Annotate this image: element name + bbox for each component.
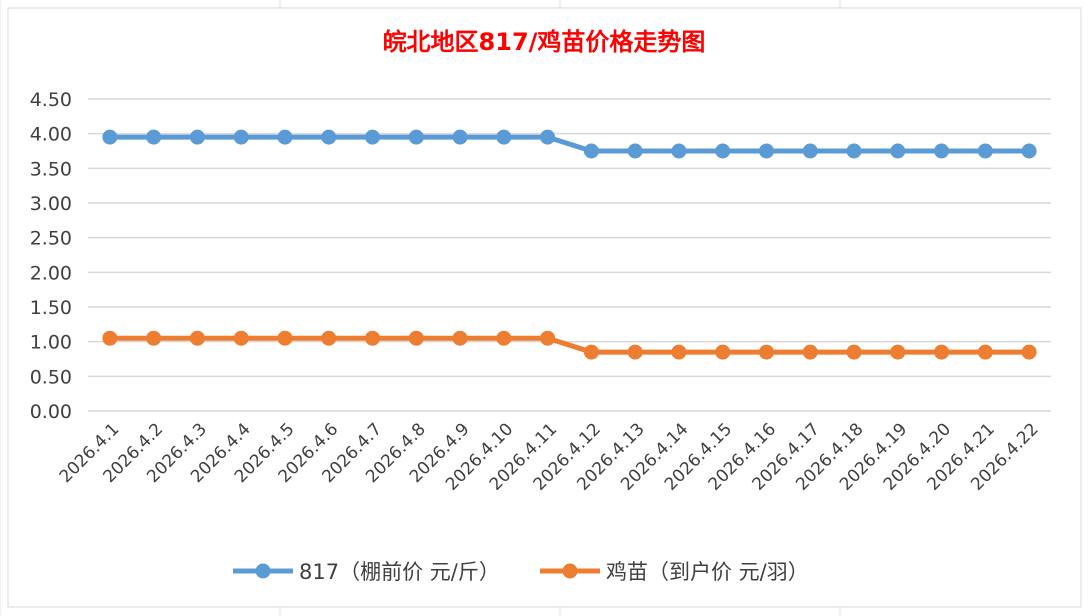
data-point (452, 129, 468, 145)
chart-title: 皖北地区817/鸡苗价格走势图 (383, 28, 706, 56)
data-point (277, 330, 293, 346)
data-point (802, 344, 818, 360)
y-tick-label: 1.00 (30, 332, 72, 354)
data-point (977, 143, 993, 159)
y-tick-label: 1.50 (30, 297, 72, 319)
data-point (758, 344, 774, 360)
data-point (1021, 344, 1037, 360)
series-line (109, 335, 1030, 355)
y-tick-label: 2.50 (30, 228, 72, 250)
data-point (802, 143, 818, 159)
legend-label: 鸡苗（到户价 元/羽） (606, 560, 809, 584)
y-tick-label: 3.50 (30, 158, 72, 180)
data-point (102, 129, 118, 145)
data-point (1021, 143, 1037, 159)
y-tick-label: 3.00 (30, 193, 72, 215)
data-point (671, 143, 687, 159)
data-point (102, 330, 118, 346)
legend-marker (255, 563, 271, 579)
y-tick-label: 4.00 (30, 124, 72, 146)
data-point (408, 330, 424, 346)
data-point (846, 344, 862, 360)
series-line (109, 134, 1030, 154)
legend-label: 817（棚前价 元/斤） (299, 560, 500, 584)
data-point (233, 330, 249, 346)
data-point (627, 344, 643, 360)
data-point (627, 143, 643, 159)
y-tick-label: 0.50 (30, 366, 72, 388)
data-point (452, 330, 468, 346)
data-point (890, 143, 906, 159)
data-point (977, 344, 993, 360)
data-point (715, 344, 731, 360)
data-point (934, 344, 950, 360)
data-point (715, 143, 731, 159)
data-point (934, 143, 950, 159)
data-point (277, 129, 293, 145)
data-point (540, 129, 556, 145)
y-tick-label: 2.00 (30, 262, 72, 284)
data-point (321, 330, 337, 346)
data-point (408, 129, 424, 145)
data-point (365, 129, 381, 145)
data-point (189, 129, 205, 145)
legend-marker (562, 563, 578, 579)
data-point (496, 129, 512, 145)
data-point (758, 143, 774, 159)
data-point (146, 330, 162, 346)
data-point (890, 344, 906, 360)
data-point (583, 143, 599, 159)
data-point (146, 129, 162, 145)
y-tick-label: 4.50 (30, 89, 72, 111)
data-point (321, 129, 337, 145)
data-point (671, 344, 687, 360)
data-point (189, 330, 205, 346)
data-point (846, 143, 862, 159)
data-point (496, 330, 512, 346)
data-point (540, 330, 556, 346)
y-tick-label: 0.00 (30, 401, 72, 423)
data-point (365, 330, 381, 346)
data-point (233, 129, 249, 145)
data-point (583, 344, 599, 360)
